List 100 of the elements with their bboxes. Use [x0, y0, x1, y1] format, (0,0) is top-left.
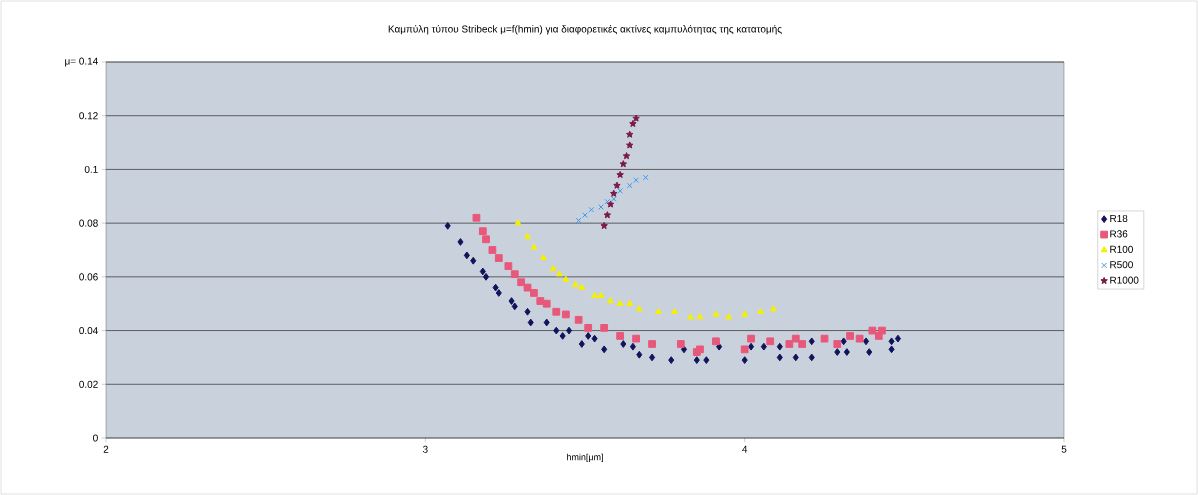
- y-tick-label: 0.08: [79, 219, 98, 227]
- point: [655, 307, 662, 314]
- point: [642, 174, 649, 181]
- x-tick-label: 5: [1061, 445, 1067, 453]
- point: [712, 310, 720, 317]
- point: [472, 213, 481, 222]
- point: [508, 297, 515, 305]
- legend-label: R18: [1110, 214, 1128, 222]
- point: [670, 307, 678, 314]
- point: [622, 152, 631, 160]
- point: [747, 334, 755, 343]
- point: [562, 275, 570, 282]
- point: [703, 356, 710, 364]
- point: [808, 337, 815, 346]
- point: [482, 235, 490, 244]
- point: [648, 340, 656, 348]
- point: [668, 356, 675, 364]
- y-tick-label: 0.04: [79, 327, 98, 335]
- point: [791, 334, 800, 343]
- point: [530, 289, 538, 297]
- point: [530, 243, 538, 250]
- point: [524, 232, 531, 239]
- point: [578, 283, 586, 290]
- point: [514, 219, 522, 226]
- point: [686, 313, 694, 320]
- point: [536, 297, 545, 305]
- point: [540, 254, 547, 261]
- point: [591, 334, 598, 343]
- point: [808, 353, 815, 362]
- point: [575, 217, 582, 224]
- x-axis-title: hmin[μm]: [567, 453, 603, 463]
- x-tick-label: 3: [422, 445, 428, 453]
- point: [626, 182, 633, 189]
- point: [776, 342, 783, 351]
- point: [549, 264, 557, 271]
- point: [470, 256, 477, 265]
- point: [635, 305, 643, 312]
- point: [888, 337, 895, 346]
- point: [561, 310, 570, 319]
- point: [833, 340, 842, 348]
- x-tick-label: 2: [103, 445, 109, 453]
- point: [725, 313, 733, 320]
- point: [616, 332, 625, 340]
- point: [607, 297, 614, 304]
- point: [606, 200, 615, 208]
- point: [846, 332, 854, 340]
- point: [693, 356, 700, 364]
- point: [878, 326, 886, 335]
- point: [676, 340, 685, 348]
- point: [636, 350, 643, 359]
- point: [511, 302, 518, 311]
- point: [542, 299, 551, 308]
- point: [510, 270, 519, 279]
- point: [482, 272, 490, 281]
- point: [740, 345, 749, 354]
- point: [616, 299, 624, 306]
- y-tick-label: μ= 0.14: [65, 57, 98, 67]
- point: [769, 305, 777, 312]
- point: [785, 340, 794, 348]
- point: [457, 238, 464, 246]
- point: [760, 342, 767, 351]
- y-tick-label: 0.1: [84, 165, 98, 173]
- point: [478, 227, 487, 236]
- point: [776, 353, 783, 362]
- point: [798, 340, 807, 348]
- point: [843, 348, 850, 356]
- point: [543, 318, 550, 327]
- point: [527, 318, 534, 327]
- point: [444, 221, 451, 230]
- point: [566, 326, 573, 335]
- point: [613, 181, 621, 189]
- point: [585, 332, 592, 340]
- point: [463, 251, 470, 260]
- point: [766, 337, 775, 346]
- point: [492, 283, 499, 292]
- point: [757, 307, 765, 314]
- point: [616, 170, 624, 179]
- point: [504, 262, 513, 270]
- y-tick-label: 0.06: [79, 273, 98, 281]
- point: [625, 141, 634, 149]
- point: [552, 307, 561, 316]
- point: [629, 342, 636, 351]
- legend-label: R500: [1110, 261, 1133, 269]
- point: [479, 267, 486, 276]
- point: [633, 177, 639, 184]
- legend-label: R36: [1110, 230, 1128, 238]
- point: [556, 270, 563, 277]
- point: [820, 334, 829, 343]
- point: [584, 324, 593, 332]
- point: [868, 326, 877, 335]
- point: [495, 289, 502, 297]
- point: [748, 342, 755, 351]
- point: [571, 281, 579, 288]
- point: [629, 119, 637, 128]
- chart-title: Καμπύλη τύπου Stribeck μ=f(hmin) για διαφορετικές ακτίνες καμπυλότητας της κατατομής: [388, 24, 782, 35]
- point: [617, 188, 624, 194]
- point: [632, 114, 640, 122]
- point: [591, 291, 599, 298]
- point: [741, 356, 748, 364]
- legend-label: R1000: [1110, 276, 1139, 284]
